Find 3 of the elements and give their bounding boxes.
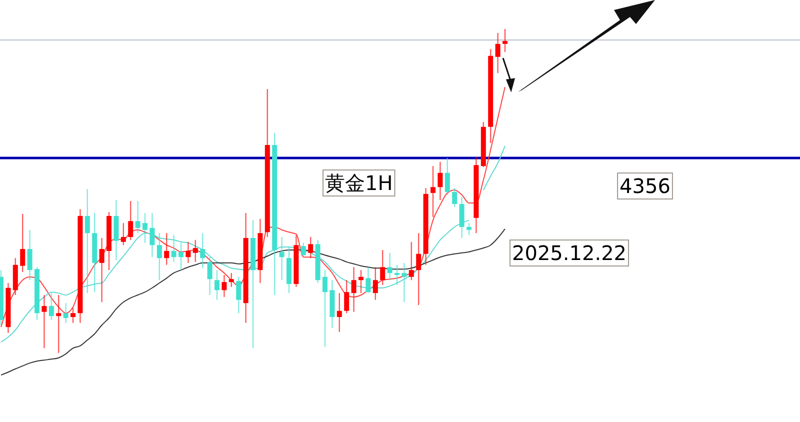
annotation: 黄金1H xyxy=(325,171,393,195)
text: 4356 xyxy=(620,174,670,198)
text: 2025.12.22 xyxy=(512,241,627,265)
